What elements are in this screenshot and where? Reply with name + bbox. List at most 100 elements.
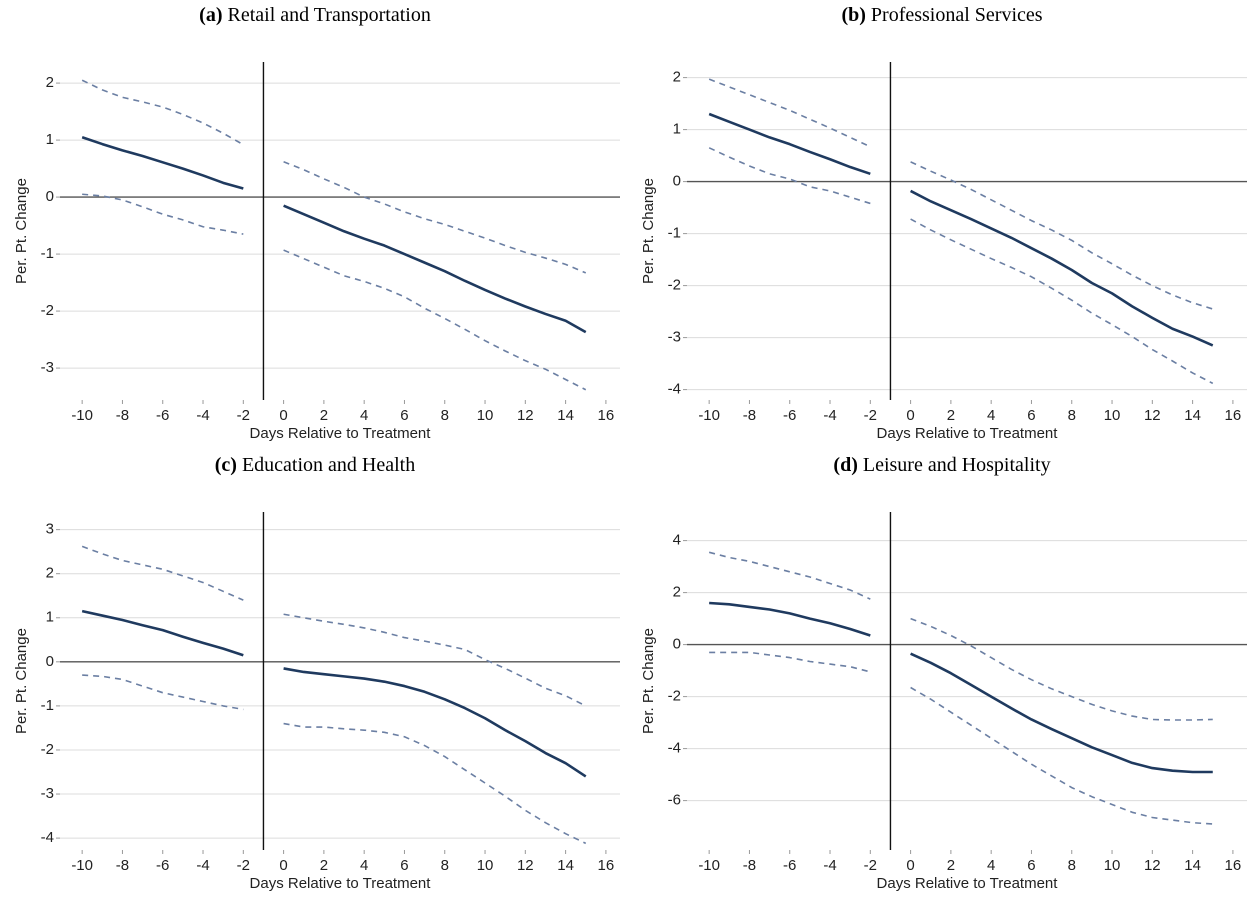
y-tick-label: -2 — [41, 302, 54, 319]
x-tick-label: 6 — [1027, 857, 1035, 874]
y-tick-label: 2 — [46, 565, 54, 582]
y-tick-label: -3 — [41, 359, 54, 376]
x-tick-label: 12 — [517, 407, 534, 424]
panel-title: (a) Retail and Transportation — [199, 4, 431, 26]
x-axis-label: Days Relative to Treatment — [250, 875, 432, 892]
panel: (a) Retail and Transportation-3-2-1012-1… — [13, 4, 620, 442]
y-tick-label: -3 — [668, 329, 681, 346]
x-tick-label: 10 — [1104, 857, 1121, 874]
x-tick-label: 6 — [400, 407, 408, 424]
x-axis-label: Days Relative to Treatment — [250, 425, 432, 442]
x-tick-label: -10 — [71, 407, 93, 424]
x-tick-label: 0 — [279, 857, 287, 874]
ci-line — [709, 651, 1213, 825]
y-tick-label: 0 — [46, 653, 54, 670]
x-tick-label: 10 — [1104, 407, 1121, 424]
x-tick-label: -8 — [116, 407, 129, 424]
y-tick-label: -4 — [668, 740, 681, 757]
y-tick-label: 1 — [673, 121, 681, 138]
x-tick-label: 14 — [557, 857, 574, 874]
y-tick-label: 1 — [46, 609, 54, 626]
y-tick-label: -3 — [41, 785, 54, 802]
x-tick-label: 4 — [360, 407, 368, 424]
x-tick-label: 0 — [279, 407, 287, 424]
x-tick-label: 16 — [598, 857, 615, 874]
estimate-line — [709, 601, 1213, 774]
y-tick-label: 0 — [673, 173, 681, 190]
estimate-line — [81, 609, 587, 778]
x-tick-label: 6 — [1027, 407, 1035, 424]
x-tick-label: 8 — [1068, 407, 1076, 424]
x-tick-label: 12 — [1144, 407, 1161, 424]
panel-title: (d) Leisure and Hospitality — [833, 454, 1050, 476]
y-tick-label: 2 — [673, 69, 681, 86]
ci-line — [708, 78, 1213, 310]
y-tick-label: 0 — [673, 636, 681, 653]
y-tick-label: 2 — [46, 74, 54, 91]
x-tick-label: 8 — [441, 857, 449, 874]
x-axis-label: Days Relative to Treatment — [877, 425, 1059, 442]
x-tick-label: 14 — [557, 407, 574, 424]
panel-title-text: Education and Health — [242, 454, 415, 476]
x-tick-label: -4 — [196, 407, 209, 424]
y-tick-label: -4 — [668, 381, 681, 398]
ci-line — [81, 79, 587, 274]
x-tick-label: 10 — [477, 407, 494, 424]
x-tick-label: 16 — [1225, 407, 1242, 424]
panel-title-text: Retail and Transportation — [228, 4, 431, 26]
x-tick-label: -2 — [237, 407, 250, 424]
estimate-line — [708, 112, 1214, 347]
panel-title: (c) Education and Health — [215, 454, 415, 476]
panel-title: (b) Professional Services — [841, 4, 1042, 26]
panel: (c) Education and Health-4-3-2-10123-10-… — [13, 454, 620, 892]
ci-line — [81, 545, 587, 707]
panel: (d) Leisure and Hospitality -6 -4 -2 0 2 4 -10 -… — [640, 454, 1247, 892]
y-axis-label: Per. Pt. Change — [13, 628, 30, 734]
y-tick-label: 3 — [46, 521, 54, 538]
x-tick-label: 16 — [598, 407, 615, 424]
x-tick-label: 2 — [320, 407, 328, 424]
x-tick-label: -10 — [71, 857, 93, 874]
y-axis-label: Per. Pt. Change — [640, 628, 657, 734]
panel-title-text: Professional Services — [871, 4, 1043, 26]
panel-label: (a) — [199, 4, 222, 26]
x-axis-label: Days Relative to Treatment — [877, 875, 1059, 892]
ci-line — [82, 674, 587, 845]
y-tick-label: -1 — [668, 225, 681, 242]
x-tick-label: -8 — [743, 407, 756, 424]
estimate-line — [81, 136, 587, 334]
x-tick-label: 6 — [400, 857, 408, 874]
x-tick-label: 16 — [1225, 857, 1242, 874]
x-tick-label: -2 — [237, 857, 250, 874]
x-tick-label: 10 — [477, 857, 494, 874]
x-tick-label: -4 — [823, 407, 836, 424]
panel-label: (d) — [833, 454, 857, 476]
y-tick-label: 4 — [673, 532, 681, 549]
x-tick-label: -8 — [743, 857, 756, 874]
y-tick-label: -1 — [41, 245, 54, 262]
panel: (b) Professional Services-4-3-2-1012-10-… — [640, 4, 1247, 442]
x-tick-label: 2 — [320, 857, 328, 874]
y-tick-label: -2 — [668, 277, 681, 294]
x-tick-label: 4 — [987, 407, 995, 424]
x-tick-label: -10 — [698, 407, 720, 424]
x-tick-label: -6 — [783, 857, 796, 874]
x-tick-label: 8 — [1068, 857, 1076, 874]
x-tick-label: 14 — [1184, 407, 1201, 424]
x-tick-label: 2 — [947, 407, 955, 424]
y-tick-label: 0 — [46, 188, 54, 205]
panel-label: (c) — [215, 454, 237, 476]
y-tick-label: -2 — [668, 688, 681, 705]
x-tick-label: 12 — [1144, 857, 1161, 874]
y-tick-label: 2 — [673, 584, 681, 601]
x-tick-label: -4 — [196, 857, 209, 874]
y-tick-label: 1 — [46, 131, 54, 148]
ci-line — [82, 193, 587, 391]
y-axis-label: Per. Pt. Change — [13, 178, 30, 284]
y-tick-label: -1 — [41, 697, 54, 714]
ci-line — [708, 551, 1213, 721]
x-tick-label: 4 — [987, 857, 995, 874]
x-tick-label: -2 — [864, 857, 877, 874]
x-tick-label: -4 — [823, 857, 836, 874]
